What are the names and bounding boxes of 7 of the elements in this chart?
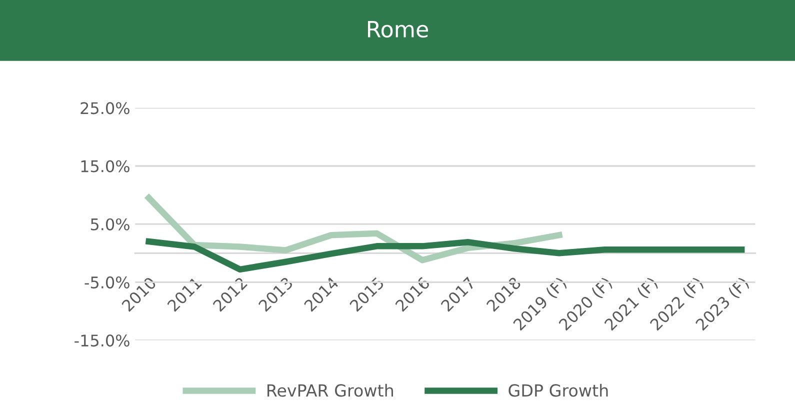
y-tick-label: -15.0% — [74, 334, 130, 347]
chart-title: Rome — [368, 21, 428, 38]
y-tick-label: 25.0% — [80, 102, 130, 114]
legend-label: RevPAR Growth — [268, 384, 393, 397]
legend-label: GDP Growth — [508, 384, 608, 397]
y-tick-label: 15.0% — [81, 160, 130, 172]
y-tick-label: 5.0% — [90, 218, 130, 230]
